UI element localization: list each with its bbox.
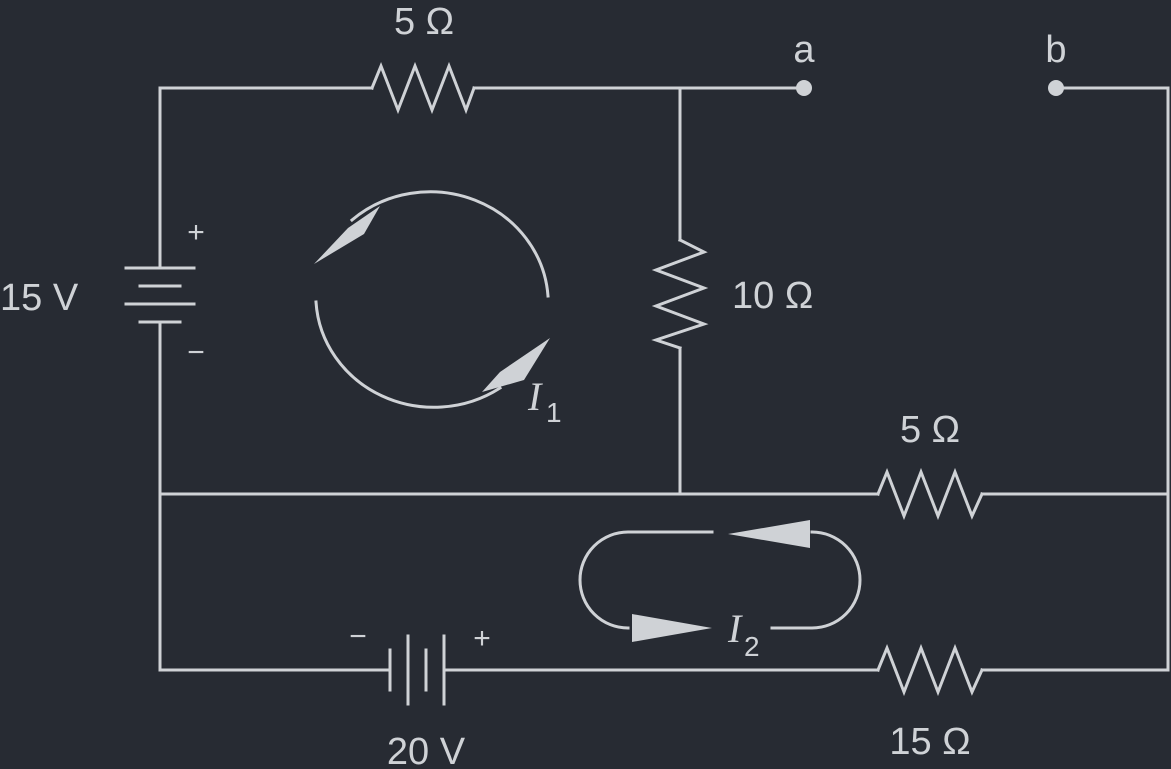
label-i1-symbol: I [527, 374, 543, 419]
label-source-bottom: 20 V [387, 731, 466, 769]
label-terminal-a: a [793, 29, 815, 71]
label-resistor-top: 5 Ω [394, 1, 454, 43]
label-resistor-right-lower: 15 Ω [889, 721, 970, 763]
sign-bottom-minus: − [349, 620, 367, 653]
label-source-left: 15 V [0, 277, 79, 319]
label-resistor-right-upper: 5 Ω [900, 409, 960, 451]
loop-current-i2 [578, 520, 862, 642]
resistor-middle [651, 237, 709, 350]
resistor-top [370, 61, 476, 115]
resistor-right-upper [876, 467, 984, 521]
arrow-i2-top [728, 520, 810, 548]
arrow-i2-bottom [632, 614, 712, 642]
sign-bottom-plus: + [473, 622, 491, 655]
sign-left-plus: + [187, 216, 205, 249]
terminal-b-dot[interactable] [1048, 80, 1064, 96]
resistor-right-lower [876, 643, 984, 697]
label-terminal-b: b [1045, 29, 1066, 71]
label-resistor-middle: 10 Ω [732, 275, 813, 317]
wire-terminal-b [1054, 86, 1170, 672]
loop-current-i1 [314, 190, 550, 409]
sign-left-minus: − [187, 336, 205, 369]
battery-15v [124, 266, 196, 324]
arrow-i1-lower [482, 338, 550, 392]
label-i2-symbol: I [727, 606, 743, 651]
wires [158, 86, 1170, 672]
label-i1-subscript: 1 [546, 397, 562, 428]
battery-20v [388, 634, 446, 706]
arrow-i1-upper [314, 206, 380, 264]
terminal-a-dot[interactable] [796, 80, 812, 96]
label-i2-subscript: 2 [744, 631, 760, 662]
